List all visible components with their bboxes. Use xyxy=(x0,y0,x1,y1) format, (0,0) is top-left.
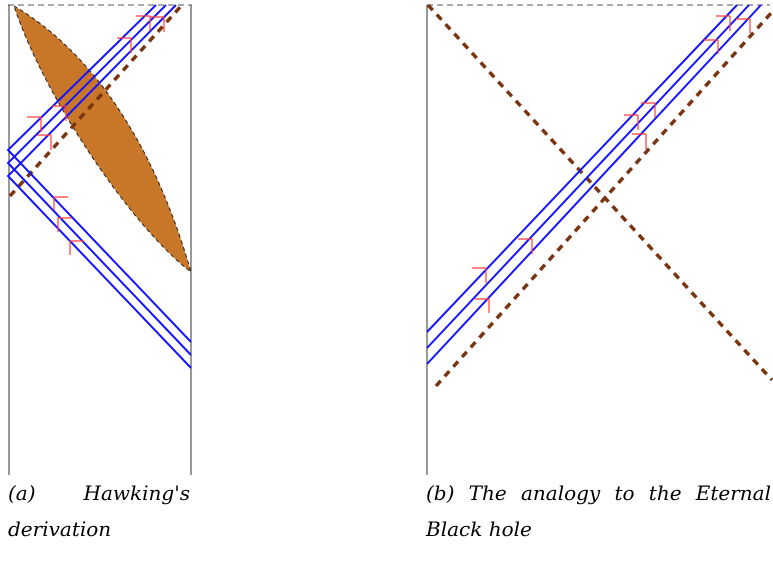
panel-b-marker xyxy=(475,298,490,313)
panel-a-marker xyxy=(53,196,68,210)
panel-b-marker xyxy=(736,18,751,33)
panel-b-future-past-horizon xyxy=(434,10,773,388)
panel-b-marker xyxy=(624,114,639,130)
panel-b-marker xyxy=(518,238,533,254)
panel-b-markers xyxy=(472,15,751,313)
panel-b-marker xyxy=(472,267,487,283)
panel-a-marker xyxy=(69,240,84,255)
panel-b-marker xyxy=(632,133,647,149)
caption-b-text: The analogy to the Eternal Black hole xyxy=(426,481,772,541)
panel-a-marker xyxy=(136,15,151,31)
panel-a-marker xyxy=(37,134,52,150)
panel-b-marker xyxy=(704,39,719,54)
panel-a-marker xyxy=(117,37,132,53)
panel-a-ray-1 xyxy=(6,4,192,343)
caption-a-text: Hawking's derivation xyxy=(8,481,190,541)
panel-b-ray-2 xyxy=(426,4,750,349)
panel-a-ray-2 xyxy=(6,4,192,356)
panel-a-marker xyxy=(57,217,72,232)
caption-b-label: (b) xyxy=(426,481,455,505)
panel-b-ray-3 xyxy=(426,4,762,365)
penrose-diagrams xyxy=(6,3,773,475)
panel-b-diagram xyxy=(426,3,773,475)
panel-a-ray-3 xyxy=(6,4,192,369)
panel-a-diagram xyxy=(6,3,192,475)
panel-a-markers xyxy=(27,15,165,255)
panel-a-outgoing-rays xyxy=(6,4,192,369)
panel-a-marker xyxy=(52,105,67,121)
panel-b-marker xyxy=(716,15,731,31)
panel-a-horizon xyxy=(8,3,184,198)
caption-a: (a) Hawking's derivation xyxy=(8,475,190,547)
panel-b-ray-1 xyxy=(426,4,738,333)
panel-b-outgoing-rays xyxy=(426,4,762,365)
panel-b-marker xyxy=(641,102,656,118)
panel-a-marker xyxy=(27,116,42,132)
caption-b: (b) The analogy to the Eternal Black hol… xyxy=(426,475,771,547)
caption-a-label: (a) xyxy=(8,481,36,505)
panel-b-past-future-horizon xyxy=(426,3,773,382)
panel-a-collapsing-shell xyxy=(13,4,192,274)
panel-a-marker xyxy=(150,16,165,32)
